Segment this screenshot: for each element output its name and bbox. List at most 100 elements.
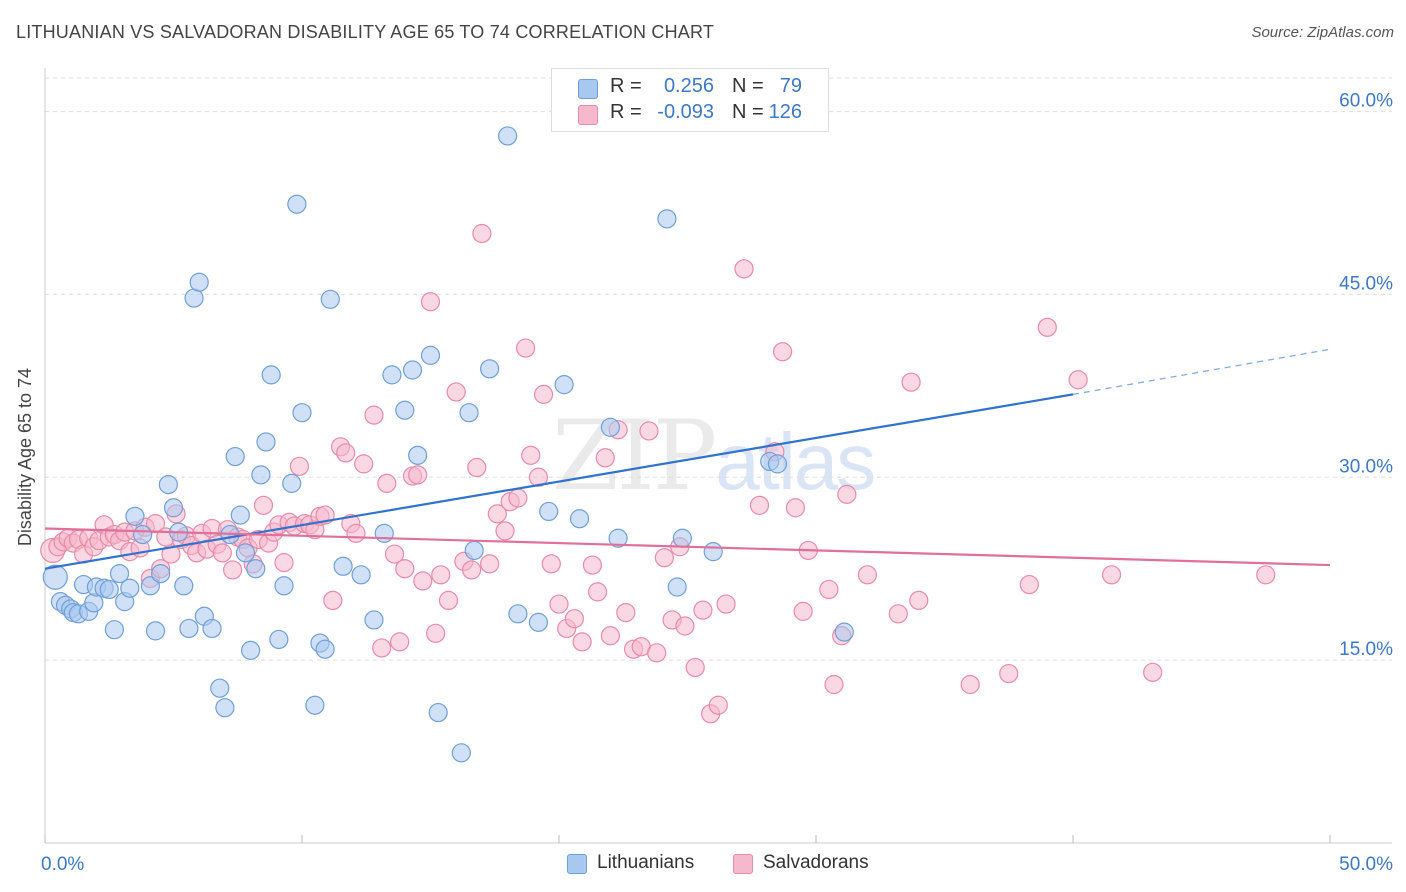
data-point-lithuanian xyxy=(163,498,184,518)
data-point-salvadoran xyxy=(549,594,569,614)
source-credit: Source: ZipAtlas.com xyxy=(1251,24,1394,41)
data-point-salvadoran xyxy=(495,521,515,541)
trend-line-lithuanians xyxy=(44,393,1074,570)
data-point-lithuanian xyxy=(269,629,289,650)
y-tick-label: 15.0% xyxy=(1339,639,1393,660)
data-point-salvadoran xyxy=(323,590,343,611)
data-point-salvadoran xyxy=(1019,574,1039,595)
data-point-lithuanian xyxy=(210,678,230,698)
data-point-lithuanian xyxy=(215,698,235,718)
watermark-zip: ZIP xyxy=(552,400,717,512)
data-point-lithuanian xyxy=(600,417,621,437)
data-point-lithuanian xyxy=(657,209,677,229)
trend-line-lithuanians-projection xyxy=(1072,348,1331,396)
data-point-lithuanian xyxy=(140,576,160,596)
data-point-salvadoran xyxy=(515,338,536,358)
legend-swatch-pink xyxy=(733,854,753,874)
data-point-lithuanian xyxy=(125,506,145,526)
data-point-lithuanian xyxy=(99,579,119,600)
tick-labels: 15.0% 30.0% 45.0% 60.0% 0.0% 50.0% Disability … xyxy=(15,91,1393,875)
data-point-lithuanian xyxy=(382,365,402,385)
data-point-salvadoran xyxy=(446,382,466,402)
data-point-salvadoran xyxy=(212,543,232,563)
data-point-salvadoran xyxy=(377,473,397,493)
data-point-salvadoran xyxy=(616,602,636,623)
data-point-salvadoran xyxy=(675,616,695,636)
data-point-salvadoran xyxy=(837,484,857,504)
data-point-salvadoran xyxy=(582,555,603,575)
data-point-salvadoran xyxy=(336,443,356,463)
legend-r-value: -0.093 xyxy=(657,101,714,123)
data-point-lithuanian xyxy=(274,576,294,596)
data-point-salvadoran xyxy=(508,488,528,508)
data-point-salvadoran xyxy=(364,405,384,425)
data-points xyxy=(40,126,1276,763)
y-tick-label: 60.0% xyxy=(1339,91,1393,112)
data-point-lithuanian xyxy=(374,523,394,543)
data-point-salvadoran xyxy=(647,643,667,663)
data-point-lithuanian xyxy=(158,475,178,495)
data-point-salvadoran xyxy=(384,544,405,564)
data-point-salvadoran xyxy=(572,632,592,652)
data-point-lithuanian xyxy=(251,465,271,485)
data-point-salvadoran xyxy=(472,223,492,244)
data-point-salvadoran xyxy=(685,657,705,678)
data-point-lithuanian xyxy=(261,365,281,385)
y-tick-label: 45.0% xyxy=(1339,273,1393,294)
legend-r-value: 0.256 xyxy=(663,75,714,97)
data-point-lithuanian xyxy=(554,375,574,395)
data-point-lithuanian xyxy=(703,542,723,562)
data-point-lithuanian xyxy=(246,559,266,579)
data-point-salvadoran xyxy=(716,594,736,614)
data-point-salvadoran xyxy=(857,565,878,585)
data-point-lithuanian xyxy=(315,639,335,659)
y-axis-title: Disability Age 65 to 74 xyxy=(15,368,35,546)
data-point-salvadoran xyxy=(467,457,487,478)
data-point-salvadoran xyxy=(909,590,929,611)
data-point-salvadoran xyxy=(564,609,585,629)
data-point-lithuanian xyxy=(459,403,479,423)
data-point-salvadoran xyxy=(438,590,459,611)
data-point-salvadoran xyxy=(395,559,415,579)
data-point-salvadoran xyxy=(426,623,446,643)
chart-title: LITHUANIAN VS SALVADORAN DISABILITY AGE … xyxy=(16,22,715,42)
data-point-salvadoran xyxy=(372,638,392,658)
data-point-salvadoran xyxy=(587,582,608,602)
data-point-salvadoran xyxy=(901,372,921,392)
data-point-lithuanian xyxy=(305,695,325,715)
axes xyxy=(44,68,1392,844)
data-point-salvadoran xyxy=(999,663,1019,684)
series-legend: Lithuanians Salvadorans xyxy=(0,852,1406,876)
legend-swatch-pink xyxy=(578,105,598,125)
data-point-lithuanian xyxy=(480,359,500,379)
legend-r-label: R = xyxy=(610,101,642,123)
data-point-lithuanian xyxy=(333,556,353,576)
data-point-lithuanian xyxy=(569,509,590,529)
data-point-lithuanian xyxy=(539,501,559,522)
data-point-lithuanian xyxy=(395,400,415,420)
data-point-salvadoran xyxy=(413,571,433,591)
data-point-salvadoran xyxy=(408,465,428,485)
data-point-salvadoran xyxy=(521,445,541,465)
x-tick-label: 0.0% xyxy=(41,854,84,875)
legend-n-value: 79 xyxy=(779,75,802,97)
data-point-salvadoran xyxy=(487,504,507,524)
data-point-salvadoran xyxy=(708,695,728,715)
data-point-lithuanian xyxy=(464,540,484,561)
data-point-salvadoran xyxy=(1143,662,1163,682)
y-tick-label: 30.0% xyxy=(1339,456,1393,477)
data-point-salvadoran xyxy=(1101,565,1122,585)
data-point-salvadoran xyxy=(654,548,674,568)
data-point-lithuanian xyxy=(508,604,528,624)
data-point-salvadoran xyxy=(346,523,366,543)
data-point-lithuanian xyxy=(109,563,130,584)
data-point-lithuanian xyxy=(256,432,276,452)
data-point-lithuanian xyxy=(282,473,302,493)
data-point-lithuanian xyxy=(402,360,423,380)
data-point-lithuanian xyxy=(189,272,209,292)
data-point-lithuanian xyxy=(608,528,628,548)
data-point-salvadoran xyxy=(541,554,561,574)
stats-legend: R = 0.256 N = 79 R = -0.093 N = 126 xyxy=(551,68,829,132)
legend-r-label: R = xyxy=(610,75,642,97)
